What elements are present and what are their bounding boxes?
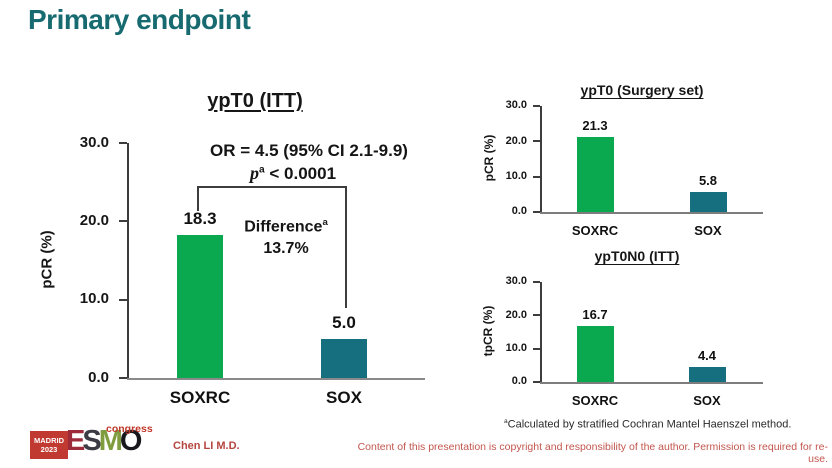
- category-label: SOX: [694, 223, 722, 238]
- chart-title-ypt0n0-itt: ypT0N0 (ITT): [594, 248, 680, 264]
- logo-city: MADRID: [34, 436, 64, 445]
- bar-sox: [688, 367, 726, 382]
- y-tick-label: 0.0: [511, 205, 527, 218]
- footnote-superscript: a: [504, 418, 508, 425]
- y-tick-mark: [533, 281, 540, 283]
- y-axis-line: [127, 143, 129, 378]
- value-label: 16.7: [582, 307, 608, 323]
- difference-label: Differencea: [244, 217, 328, 236]
- y-axis-line: [540, 282, 542, 382]
- value-label: 4.4: [697, 348, 717, 364]
- bar-soxrc: [576, 136, 614, 212]
- y-tick-label: 20.0: [505, 308, 527, 321]
- y-tick-mark: [533, 314, 540, 317]
- footnote-text: Calculated by stratified Cochran Mantel …: [507, 418, 792, 431]
- y-tick-mark: [533, 105, 540, 107]
- y-tick-label: 10.0: [505, 341, 527, 354]
- difference-value: 13.7%: [263, 240, 309, 258]
- bar-sox: [689, 191, 727, 212]
- esmo-madrid-badge: MADRID 2023: [30, 431, 68, 459]
- y-tick-label: 30.0: [505, 99, 527, 112]
- esmo-congress-label: congress: [106, 423, 153, 435]
- y-tick-label: 30.0: [505, 275, 527, 288]
- y-tick-label: 20.0: [79, 212, 109, 230]
- value-label: 5.0: [332, 312, 356, 332]
- footnote: aCalculated by stratified Cochran Mantel…: [504, 418, 824, 431]
- logo-year: 2023: [40, 445, 58, 454]
- y-tick-label: 0.0: [511, 375, 527, 388]
- y-tick-label: 0.0: [88, 368, 109, 386]
- difference-superscript: a: [322, 217, 328, 228]
- category-label: SOXRC: [571, 223, 619, 238]
- y-tick-mark: [119, 142, 127, 144]
- comparison-bracket-right: [345, 186, 347, 308]
- y-tick-mark: [533, 381, 540, 383]
- y-tick-mark: [533, 175, 540, 178]
- y-tick-mark: [119, 220, 127, 223]
- value-label: 18.3: [183, 208, 217, 228]
- p-value-text: < 0.0001: [269, 164, 337, 183]
- difference-annotation: Differencea 13.7%: [212, 212, 360, 260]
- x-axis-line: [540, 212, 763, 214]
- value-label: 5.8: [698, 172, 718, 188]
- x-axis-line: [540, 382, 763, 384]
- chart-title-ypt0-itt: ypT0 (ITT): [207, 90, 303, 112]
- y-axis-line: [540, 106, 542, 212]
- chart-title-ypt0-surgery: ypT0 (Surgery set): [580, 82, 704, 98]
- y-tick-mark: [533, 211, 540, 213]
- y-tick-label: 30.0: [79, 133, 109, 151]
- p-superscript: a: [258, 164, 265, 176]
- y-tick-mark: [119, 377, 127, 379]
- bar-soxrc: [177, 234, 223, 378]
- y-tick-mark: [533, 140, 540, 143]
- category-label: SOX: [326, 388, 362, 407]
- esmo-logo: ESMO: [66, 425, 142, 457]
- copyright-notice: Content of this presentation is copyrigh…: [357, 441, 828, 465]
- value-label: 21.3: [582, 117, 608, 133]
- bar-sox: [321, 338, 367, 378]
- y-tick-label: 10.0: [505, 169, 527, 182]
- comparison-bracket-left: [197, 186, 199, 211]
- comparison-bracket-horizontal: [197, 186, 347, 188]
- category-label: SOXRC: [169, 388, 231, 407]
- y-axis-label-main: pCR (%): [38, 230, 56, 289]
- y-tick-label: 20.0: [505, 134, 527, 147]
- y-tick-mark: [533, 347, 540, 350]
- page-title: Primary endpoint: [28, 4, 251, 35]
- bar-soxrc: [576, 326, 614, 382]
- p-value-annotation: pa < 0.0001: [180, 163, 406, 184]
- x-axis-line: [127, 378, 425, 380]
- y-tick-label: 10.0: [79, 290, 109, 308]
- p-symbol: p: [249, 163, 259, 183]
- y-tick-mark: [119, 298, 127, 301]
- odds-ratio-annotation: OR = 4.5 (95% CI 2.1-9.9): [210, 141, 408, 160]
- presenter-name: Chen LI M.D.: [173, 440, 240, 452]
- y-axis-label-tpcr: tpCR (%): [481, 305, 495, 357]
- category-label: SOX: [693, 393, 721, 408]
- category-label: SOXRC: [571, 393, 619, 408]
- y-axis-label-surgery: pCR (%): [482, 134, 496, 182]
